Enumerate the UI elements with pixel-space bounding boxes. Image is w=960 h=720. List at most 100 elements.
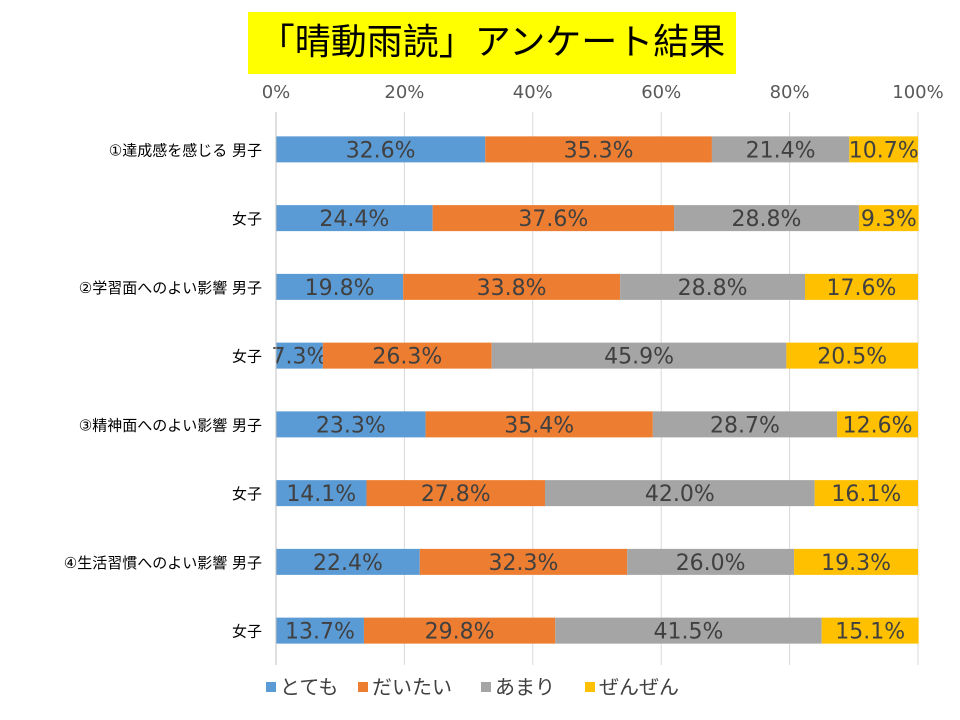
data-label: 28.7% — [710, 413, 780, 438]
data-label: 15.1% — [835, 620, 905, 645]
category-group-label: ④生活習慣へのよい影響 — [64, 554, 232, 572]
data-label: 16.1% — [831, 482, 901, 507]
data-label: 12.6% — [843, 413, 913, 438]
data-label: 32.6% — [346, 138, 416, 163]
legend-label: ぜんぜん — [599, 675, 679, 699]
category-label: ②学習面へのよい影響 男子 — [79, 279, 262, 297]
data-label: 28.8% — [732, 207, 802, 232]
legend-swatch — [481, 682, 491, 692]
data-label: 41.5% — [654, 620, 724, 645]
data-label: 19.3% — [821, 551, 891, 576]
legend-label: とても — [280, 675, 338, 699]
bar-segment — [544, 480, 815, 507]
data-label: 17.6% — [827, 276, 897, 301]
bar-segment — [276, 273, 404, 300]
legend-swatch — [266, 682, 276, 692]
category-sublabel: 女子 — [232, 485, 262, 503]
bar-segment — [276, 617, 364, 644]
category-group-label: ①達成感を感じる — [109, 141, 232, 159]
x-tick-label: 20% — [384, 82, 424, 103]
bar-segment — [821, 617, 919, 644]
chart-title: 「晴動雨読」アンケート結果 — [258, 22, 726, 63]
category-sublabel: 女子 — [232, 210, 262, 228]
category-label: 女子 — [232, 485, 262, 503]
bar-segment — [363, 617, 556, 644]
legend-label: あまり — [495, 675, 555, 699]
legend-label: だいたい — [372, 675, 452, 699]
category-label: 女子 — [232, 348, 262, 366]
bar-segment — [837, 411, 918, 438]
bar-segment — [814, 480, 918, 507]
bar-segment — [276, 136, 486, 163]
data-label: 35.4% — [504, 413, 574, 438]
bar-segment — [276, 342, 323, 369]
data-label: 27.8% — [421, 482, 491, 507]
bar-segment — [419, 548, 628, 575]
bar-segment — [491, 342, 787, 369]
data-label: 32.3% — [489, 551, 559, 576]
chart-title-box: 「晴動雨読」アンケート結果 — [248, 12, 736, 74]
data-label: 26.0% — [676, 551, 746, 576]
category-group-label: ③精神面へのよい影響 — [79, 416, 232, 434]
data-label: 14.1% — [286, 482, 356, 507]
category-group-label: ②学習面へのよい影響 — [79, 279, 232, 297]
data-label: 26.3% — [372, 345, 442, 370]
bar-segment — [858, 205, 919, 232]
category-sublabel: 男子 — [232, 279, 262, 297]
data-label: 13.7% — [285, 620, 355, 645]
bar-segment — [276, 480, 367, 507]
category-label: 女子 — [232, 623, 262, 641]
bar-segment — [711, 136, 850, 163]
bar-segment — [425, 411, 653, 438]
bar-segment — [849, 136, 918, 163]
bar-segment — [276, 205, 433, 232]
x-tick-label: 100% — [892, 82, 943, 103]
category-label: ①達成感を感じる 男子 — [109, 141, 262, 159]
x-tick-label: 80% — [770, 82, 810, 103]
bar-segment — [432, 205, 675, 232]
category-sublabel: 男子 — [232, 141, 262, 159]
category-sublabel: 女子 — [232, 623, 262, 641]
bar-segment — [366, 480, 545, 507]
data-label: 28.8% — [678, 276, 748, 301]
data-label: 20.5% — [817, 345, 887, 370]
x-tick-label: 40% — [513, 82, 553, 103]
bar-segment — [322, 342, 492, 369]
data-label: 35.3% — [564, 138, 634, 163]
bar-segment — [627, 548, 795, 575]
legend-swatch — [358, 682, 368, 692]
bar-segment — [276, 411, 426, 438]
category-sublabel: 男子 — [232, 554, 262, 572]
bar-segment — [794, 548, 918, 575]
bar-segment — [674, 205, 859, 232]
data-label: 37.6% — [518, 207, 588, 232]
data-label: 9.3% — [861, 207, 917, 232]
category-label: ③精神面へのよい影響 男子 — [79, 416, 262, 434]
data-label: 29.8% — [425, 620, 495, 645]
x-tick-label: 60% — [641, 82, 681, 103]
bar-segment — [652, 411, 838, 438]
bar-segment — [555, 617, 822, 644]
legend-swatch — [585, 682, 595, 692]
category-label: ④生活習慣へのよい影響 男子 — [64, 554, 262, 572]
data-label: 42.0% — [645, 482, 715, 507]
data-label: 22.4% — [313, 551, 383, 576]
data-label: 10.7% — [849, 138, 919, 163]
bar-segment — [786, 342, 918, 369]
bar-segment — [276, 548, 420, 575]
bar-segment — [403, 273, 621, 300]
data-label: 33.8% — [477, 276, 547, 301]
data-label: 7.3% — [271, 345, 327, 370]
category-sublabel: 男子 — [232, 416, 262, 434]
data-label: 24.4% — [319, 207, 389, 232]
x-tick-label: 0% — [262, 82, 291, 103]
data-label: 23.3% — [316, 413, 386, 438]
bar-segment — [620, 273, 806, 300]
data-label: 19.8% — [305, 276, 375, 301]
bar-segment — [805, 273, 918, 300]
category-label: 女子 — [232, 210, 262, 228]
category-sublabel: 女子 — [232, 348, 262, 366]
data-label: 45.9% — [604, 345, 674, 370]
data-label: 21.4% — [746, 138, 816, 163]
